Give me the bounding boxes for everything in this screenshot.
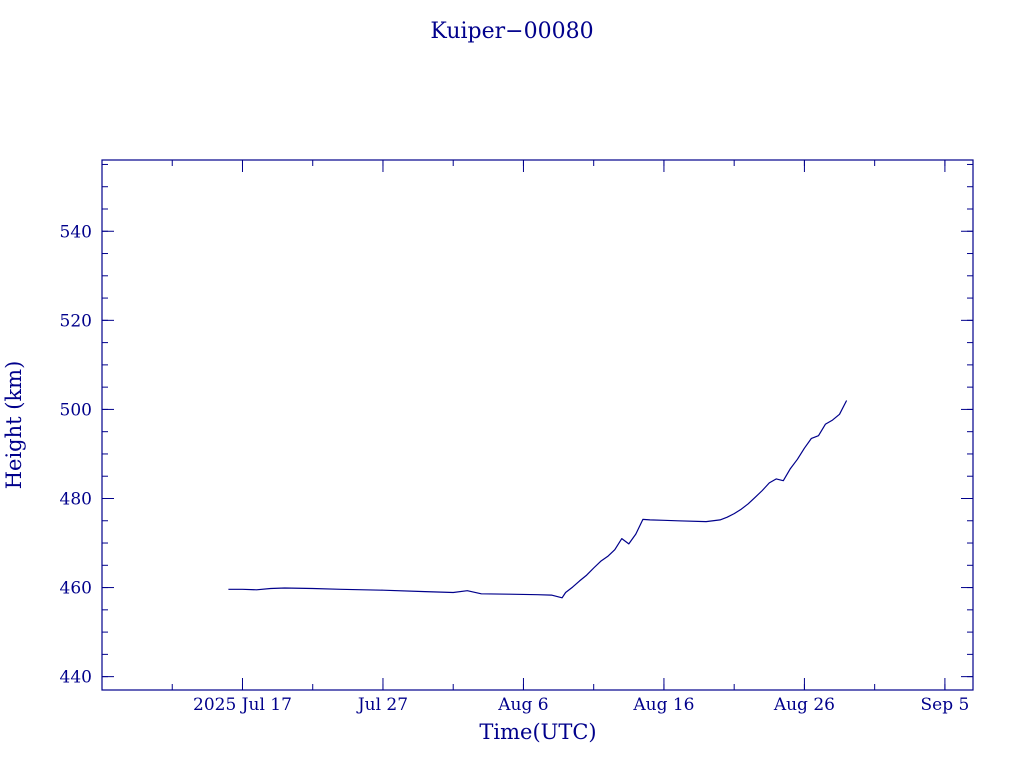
chart-title: Kuiper−00080 <box>430 19 593 44</box>
x-tick-label: Jul 27 <box>356 695 408 715</box>
y-tick-label: 520 <box>60 311 92 331</box>
x-tick-label: 2025 Jul 17 <box>193 695 292 715</box>
y-tick-label: 440 <box>60 668 92 688</box>
x-tick-label: Sep 5 <box>920 695 969 715</box>
axis-ticks <box>101 160 973 690</box>
x-tick-label: Aug 16 <box>632 695 694 715</box>
x-tick-label: Aug 26 <box>773 695 835 715</box>
x-axis-label: Time(UTC) <box>479 720 596 744</box>
plot-frame <box>101 159 974 691</box>
y-tick-label: 500 <box>60 400 92 420</box>
series-line <box>228 400 848 599</box>
y-tick-label: 480 <box>60 489 92 509</box>
x-tick-label: Aug 6 <box>497 695 548 715</box>
y-axis-label: Height (km) <box>2 361 26 490</box>
y-tick-label: 540 <box>60 222 92 242</box>
tick-labels: 2025 Jul 17 Jul 27 Aug 6 Aug 16 Aug 26 Sep 5 4… <box>60 222 970 715</box>
y-tick-label: 460 <box>60 579 92 599</box>
